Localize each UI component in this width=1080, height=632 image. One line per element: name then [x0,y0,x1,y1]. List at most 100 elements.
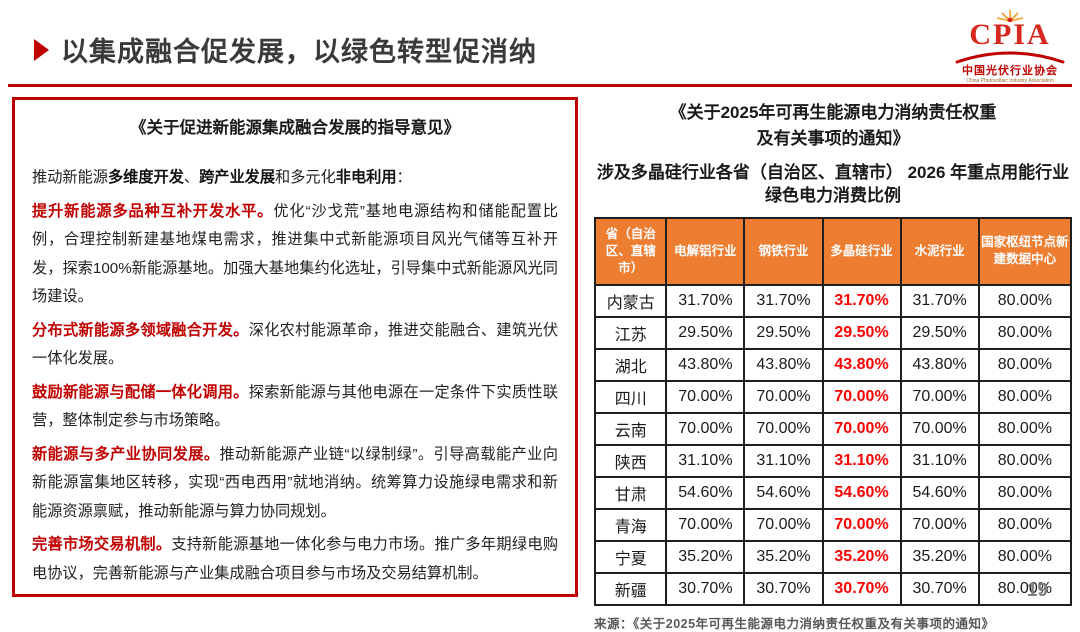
table-row: 湖北 43.80% 43.80% 43.80% 43.80% 80.00% [593,347,1073,382]
value-cell: 54.60% [899,475,980,510]
logo-arc-icon [955,51,1065,64]
polysilicon-value-cell: 35.20% [821,539,902,574]
value-cell: 80.00% [977,411,1073,446]
table-header-cell: 国家枢纽节点新建数据中心 [977,216,1073,286]
policy-text-segment: 分布式新能源多领域融合开发。 [32,321,249,339]
value-cell: 30.70% [743,571,824,606]
table-header-cell: 省（自治区、直辖市） [593,216,668,286]
polysilicon-value-cell: 31.70% [821,283,902,318]
table-header-row: 省（自治区、直辖市） 电解铝行业 钢铁行业 多晶硅行业 水泥行业 国家枢纽节点新建数据中心 [593,216,1073,286]
table-row: 云南 70.00% 70.00% 70.00% 70.00% 80.00% [593,411,1073,446]
policy-paragraph: 完善市场交易机制。支持新能源基地一体化参与电力市场。推广多年期绿电购电协议，完善… [32,531,558,588]
policy-paragraph: 分布式新能源多领域融合开发。深化农村能源革命，推进交能融合、建筑光伏一体化发展。 [32,317,558,374]
province-cell: 云南 [593,411,668,446]
value-cell: 70.00% [743,507,824,542]
policy-paragraph: 鼓励新能源与配储一体化调用。探索新能源与其他电源在一定条件下实质性联营，整体制定… [32,379,558,436]
policy-text-segment: 完善市场交易机制。 [32,536,172,553]
province-cell: 江苏 [593,315,668,350]
table-header-cell: 钢铁行业 [743,216,824,286]
policy-text-segment: 优化“沙戈荒”基地电源结构和储能配置比例，合理控制新建基地煤电需求，推进集中式新… [32,202,559,306]
cpia-logo: CPIA 中国光伏行业协会 China Photovoltaic Industr… [954,8,1066,84]
value-cell: 30.70% [899,571,980,606]
province-cell: 湖北 [593,347,668,382]
policy-text-segment: 非电利用 [335,169,397,186]
page-number: 19 [1026,580,1048,601]
table-row: 宁夏 35.20% 35.20% 35.20% 35.20% 80.00% [593,539,1073,574]
value-cell: 43.80% [899,347,980,382]
value-cell: 31.70% [665,283,746,318]
policy-text-segment: 提升新能源多品种互补开发水平。 [32,202,274,220]
polysilicon-value-cell: 54.60% [821,475,902,510]
value-cell: 70.00% [899,379,980,414]
table-row: 江苏 29.50% 29.50% 29.50% 29.50% 80.00% [593,315,1073,350]
policy-paragraphs: 推动新能源多维度开发、跨产业发展和多元化非电利用： 提升新能源多品种互补开发水平。… [32,164,558,588]
value-cell: 31.70% [743,283,824,318]
province-cell: 四川 [593,379,668,414]
value-cell: 80.00% [977,443,1073,478]
table-row: 四川 70.00% 70.00% 70.00% 70.00% 80.00% [593,379,1073,414]
value-cell: 30.70% [665,571,746,606]
policy-text-segment: 深化农村能源革命，推进交能融合、建筑光伏一体化发展。 [32,321,559,368]
value-cell: 70.00% [743,411,824,446]
province-cell: 陕西 [593,443,668,478]
polysilicon-value-cell: 70.00% [821,507,902,542]
notice-title: 《关于2025年可再生能源电力消纳责任权重 及有关事项的通知》 [594,100,1072,151]
value-cell: 70.00% [743,379,824,414]
value-cell: 35.20% [743,539,824,574]
value-cell: 31.10% [665,443,746,478]
value-cell: 31.70% [899,283,980,318]
policy-text-segment: 推动新能源产业链“以绿制绿”。引导高载能产业向新能源富集地区转移，实现“西电西用… [32,445,558,520]
title-marker-icon [34,38,49,61]
notice-title-line2: 及有关事项的通知》 [756,128,910,148]
policy-text-segment: 探索新能源与其他电源在一定条件下实质性联营，整体制定参与市场策略。 [32,383,559,430]
polysilicon-value-cell: 70.00% [821,411,902,446]
policy-text-segment: 、 [183,169,200,186]
table-row: 青海 70.00% 70.00% 70.00% 70.00% 80.00% [593,507,1073,542]
table-title: 涉及多晶硅行业各省（自治区、直辖市） 2026 年重点用能行业绿色电力消费比例 [596,163,1070,205]
value-cell: 54.60% [743,475,824,510]
province-cell: 新疆 [593,571,668,606]
province-cell: 内蒙古 [593,283,668,318]
value-cell: 43.80% [743,347,824,382]
table-panel: 《关于2025年可再生能源电力消纳责任权重 及有关事项的通知》 涉及多晶硅行业各… [593,100,1073,632]
value-cell: 29.50% [899,315,980,350]
policy-paragraph: 新能源与多产业协同发展。推动新能源产业链“以绿制绿”。引导高载能产业向新能源富集… [32,441,558,527]
policy-title: 《关于促进新能源集成融合发展的指导意见》 [130,119,460,137]
polysilicon-value-cell: 31.10% [821,443,902,478]
table-row: 内蒙古 31.70% 31.70% 31.70% 31.70% 80.00% [593,283,1073,318]
source-note: 来源：《关于2025年可再生能源电力消纳责任权重及有关事项的通知》 [594,616,995,631]
policy-text-segment: 鼓励新能源与配储一体化调用。 [32,383,249,401]
value-cell: 80.00% [977,315,1073,350]
value-cell: 29.50% [665,315,746,350]
polysilicon-value-cell: 43.80% [821,347,902,382]
value-cell: 80.00% [977,475,1073,510]
province-cell: 甘肃 [593,475,668,510]
policy-paragraph: 推动新能源多维度开发、跨产业发展和多元化非电利用： [32,164,558,193]
table-row: 陕西 31.10% 31.10% 31.10% 31.10% 80.00% [593,443,1073,478]
page-title: 以集成融合促发展，以绿色转型促消纳 [61,37,537,67]
table-header-cell: 水泥行业 [899,216,980,286]
table-row: 新疆 30.70% 30.70% 30.70% 30.70% 80.00% [593,571,1073,606]
policy-text-segment: 和多元化 [275,169,336,186]
polysilicon-value-cell: 29.50% [821,315,902,350]
value-cell: 80.00% [977,571,1073,606]
value-cell: 54.60% [665,475,746,510]
logo-en-name: China Photovoltaic Industry Association [966,78,1054,84]
table-header-cell: 多晶硅行业 [821,216,902,286]
header-divider [8,84,1072,87]
table-header-cell: 电解铝行业 [665,216,746,286]
province-cell: 青海 [593,507,668,542]
province-cell: 宁夏 [593,539,668,574]
value-cell: 70.00% [665,411,746,446]
consumption-table: 省（自治区、直辖市） 电解铝行业 钢铁行业 多晶硅行业 水泥行业 国家枢纽节点新建数据中心… [593,216,1073,606]
value-cell: 29.50% [743,315,824,350]
sun-icon [996,10,1024,22]
slide-header: 以集成融合促发展，以绿色转型促消纳 [34,30,537,69]
policy-text-segment: 多维度开发 [107,169,184,186]
logo-acronym: CPIA [969,18,1051,51]
value-cell: 70.00% [899,507,980,542]
value-cell: 80.00% [977,347,1073,382]
value-cell: 80.00% [977,539,1073,574]
value-cell: 31.10% [743,443,824,478]
policy-text-segment: ： [396,169,412,186]
